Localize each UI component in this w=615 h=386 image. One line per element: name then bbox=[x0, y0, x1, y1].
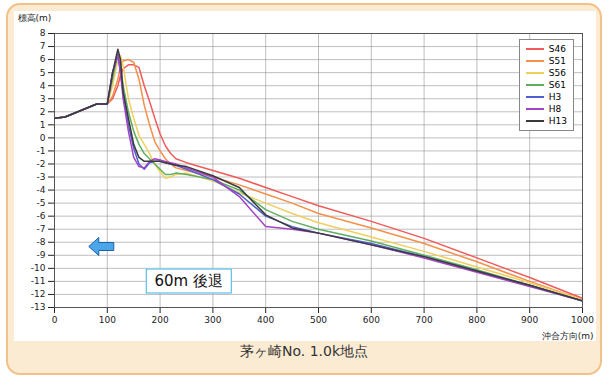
html-text:H13: H13 bbox=[548, 116, 567, 126]
svg-text:-7: -7 bbox=[37, 224, 46, 234]
svg-text:1: 1 bbox=[40, 120, 46, 130]
svg-text:-9: -9 bbox=[37, 250, 46, 260]
svg-text:-1: -1 bbox=[37, 146, 46, 156]
svg-text:1000: 1000 bbox=[571, 315, 594, 325]
html-text:S51: S51 bbox=[548, 56, 566, 66]
svg-text:200: 200 bbox=[152, 315, 169, 325]
svg-text:800: 800 bbox=[468, 315, 485, 325]
svg-text:-2: -2 bbox=[37, 159, 46, 169]
svg-text:-6: -6 bbox=[37, 211, 46, 221]
svg-text:0: 0 bbox=[40, 133, 46, 143]
svg-text:-11: -11 bbox=[31, 276, 46, 286]
svg-text:-13: -13 bbox=[31, 302, 46, 312]
html-text:60m 後退: 60m 後退 bbox=[154, 271, 223, 290]
svg-text:標高(m): 標高(m) bbox=[18, 13, 52, 23]
svg-text:-4: -4 bbox=[37, 185, 46, 195]
svg-text:700: 700 bbox=[416, 315, 433, 325]
svg-text:5: 5 bbox=[40, 68, 46, 78]
svg-text:6: 6 bbox=[40, 54, 46, 64]
svg-text:600: 600 bbox=[363, 315, 380, 325]
html-text:S56: S56 bbox=[548, 68, 566, 78]
svg-text:2: 2 bbox=[40, 107, 46, 117]
svg-text:400: 400 bbox=[257, 315, 274, 325]
svg-text:3: 3 bbox=[40, 94, 46, 104]
html-text:茅ヶ崎No. 1.0k地点: 茅ヶ崎No. 1.0k地点 bbox=[240, 343, 368, 359]
svg-text:300: 300 bbox=[204, 315, 221, 325]
svg-text:4: 4 bbox=[40, 81, 46, 91]
svg-text:-8: -8 bbox=[37, 237, 46, 247]
svg-text:8: 8 bbox=[40, 28, 46, 38]
svg-text:100: 100 bbox=[99, 315, 116, 325]
svg-text:-12: -12 bbox=[31, 289, 46, 299]
html-text:H3: H3 bbox=[548, 92, 562, 102]
svg-text:0: 0 bbox=[52, 315, 58, 325]
svg-text:7: 7 bbox=[40, 41, 46, 51]
html-text:S61: S61 bbox=[548, 80, 566, 90]
svg-text:-5: -5 bbox=[37, 198, 46, 208]
svg-text:500: 500 bbox=[310, 315, 327, 325]
html-text:S46: S46 bbox=[548, 44, 566, 54]
svg-text:900: 900 bbox=[521, 315, 538, 325]
svg-text:-3: -3 bbox=[37, 172, 46, 182]
svg-text:沖合方向(m): 沖合方向(m) bbox=[542, 331, 594, 341]
html-text:H8: H8 bbox=[548, 104, 562, 114]
svg-text:-10: -10 bbox=[31, 263, 46, 273]
